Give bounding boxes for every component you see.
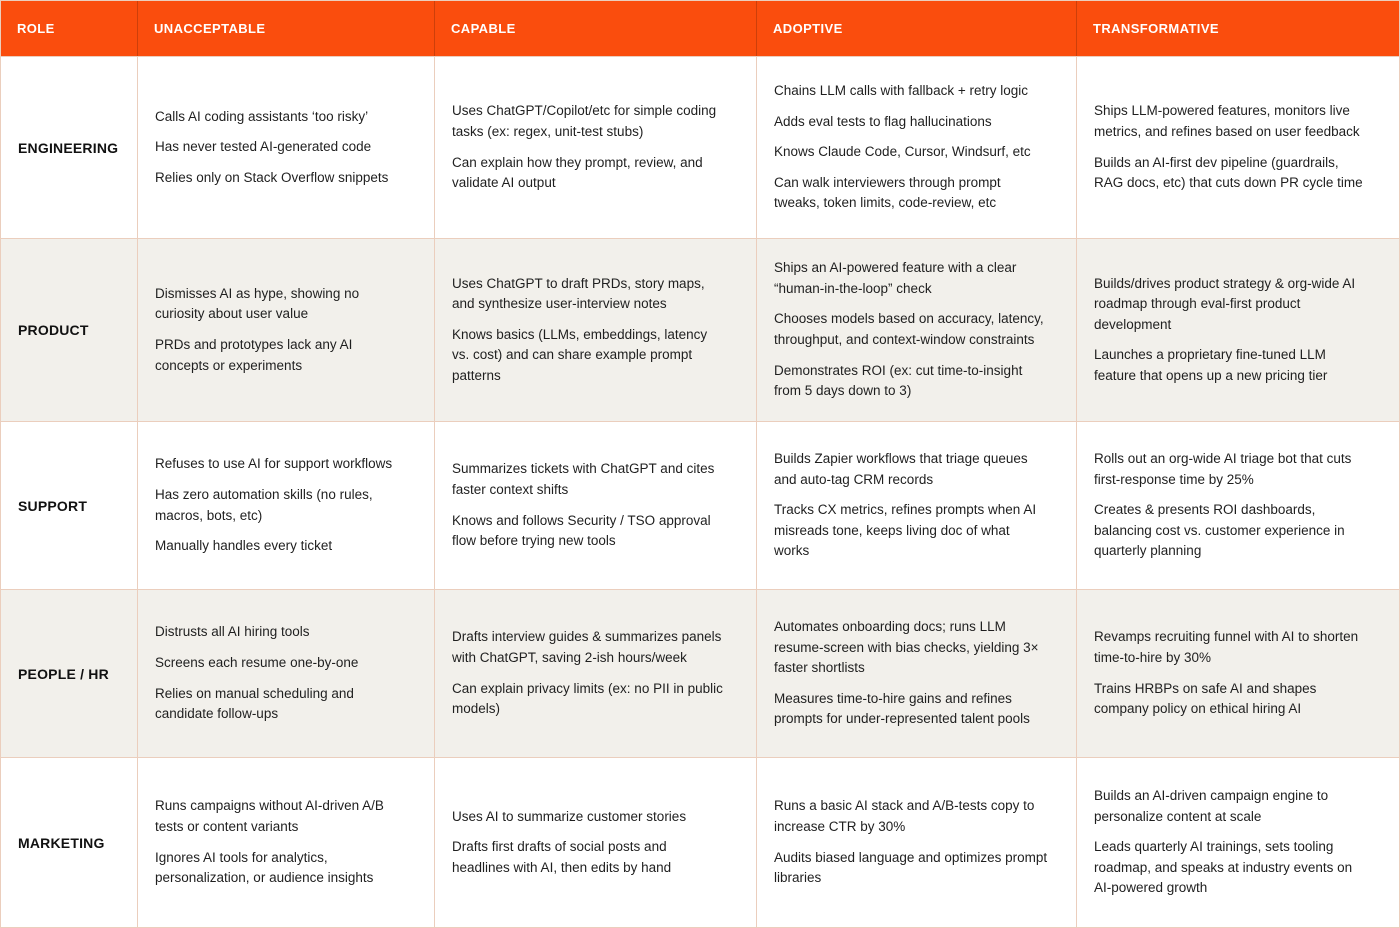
table-row-engineering: ENGINEERING Calls AI coding assistants ‘… <box>1 57 1399 239</box>
cell-paragraph: Calls AI coding assistants ‘too risky’ <box>155 108 369 124</box>
cell-paragraph: Knows Claude Code, Cursor, Windsurf, etc <box>774 144 1031 160</box>
cell-paragraph: Knows basics (LLMs, embeddings, latency … <box>452 326 708 383</box>
cell-engineering-unacceptable: Calls AI coding assistants ‘too risky’ Ha… <box>138 57 435 238</box>
table-row-product: PRODUCT Dismisses AI as hype, showing no… <box>1 239 1399 422</box>
cell-paragraph: Drafts first drafts of social posts and … <box>452 839 672 875</box>
cell-paragraph: Relies on manual scheduling and candidat… <box>155 685 354 722</box>
cell-paragraph: Uses ChatGPT to draft PRDs, story maps, … <box>452 275 705 312</box>
cell-paragraph: Demonstrates ROI (ex: cut time-to-insigh… <box>774 362 1023 399</box>
cell-paragraph: Builds an AI-first dev pipeline (guardra… <box>1094 154 1363 191</box>
cell-marketing-adoptive: Runs a basic AI stack and A/B-tests copy… <box>757 758 1077 927</box>
table-header-row: ROLE UNACCEPTABLE CAPABLE ADOPTIVE TRANS… <box>1 1 1399 57</box>
cell-paragraph: PRDs and prototypes lack any AI concepts… <box>155 337 353 373</box>
col-header-adoptive: ADOPTIVE <box>757 1 1077 56</box>
cell-marketing-capable: Uses AI to summarize customer stories Dra… <box>435 758 757 927</box>
cell-product-transformative: Builds/drives product strategy & org-wid… <box>1077 239 1399 421</box>
cell-paragraph: Has never tested AI-generated code <box>155 139 372 155</box>
role-label-product: PRODUCT <box>1 239 138 421</box>
cell-engineering-transformative: Ships LLM-powered features, monitors liv… <box>1077 57 1399 238</box>
cell-paragraph: Uses ChatGPT/Copilot/etc for simple codi… <box>452 103 717 139</box>
role-label-engineering: ENGINEERING <box>1 57 138 238</box>
cell-paragraph: Can explain how they prompt, review, and… <box>452 154 703 191</box>
cell-paragraph: Builds/drives product strategy & org-wid… <box>1094 275 1356 332</box>
cell-paragraph: Drafts interview guides & summarizes pan… <box>452 629 722 665</box>
cell-support-transformative: Rolls out an org-wide AI triage bot that… <box>1077 422 1399 589</box>
cell-paragraph: Uses AI to summarize customer stories <box>452 808 687 824</box>
cell-paragraph: Distrusts all AI hiring tools <box>155 624 310 640</box>
cell-engineering-adoptive: Chains LLM calls with fallback + retry l… <box>757 57 1077 238</box>
table-row-marketing: MARKETING Runs campaigns without AI-driv… <box>1 758 1399 927</box>
cell-paragraph: Rolls out an org-wide AI triage bot that… <box>1094 451 1352 487</box>
cell-paragraph: Dismisses AI as hype, showing no curiosi… <box>155 285 360 322</box>
role-label-support: SUPPORT <box>1 422 138 589</box>
cell-paragraph: Leads quarterly AI trainings, sets tooli… <box>1094 839 1353 896</box>
cell-paragraph: Runs a basic AI stack and A/B-tests copy… <box>774 798 1035 834</box>
cell-engineering-capable: Uses ChatGPT/Copilot/etc for simple codi… <box>435 57 757 238</box>
cell-paragraph: Ships an AI-powered feature with a clear… <box>774 260 1017 296</box>
cell-paragraph: Summarizes tickets with ChatGPT and cite… <box>452 461 715 497</box>
cell-paragraph: Screens each resume one-by-one <box>155 654 359 670</box>
cell-product-unacceptable: Dismisses AI as hype, showing no curiosi… <box>138 239 435 421</box>
cell-support-adoptive: Builds Zapier workflows that triage queu… <box>757 422 1077 589</box>
cell-marketing-transformative: Builds an AI-driven campaign engine to p… <box>1077 758 1399 927</box>
cell-paragraph: Adds eval tests to flag hallucinations <box>774 113 992 129</box>
cell-paragraph: Automates onboarding docs; runs LLM resu… <box>774 619 1039 676</box>
cell-paragraph: Builds an AI-driven campaign engine to p… <box>1094 788 1329 824</box>
cell-people-hr-unacceptable: Distrusts all AI hiring tools Screens eac… <box>138 590 435 757</box>
cell-paragraph: Creates & presents ROI dashboards, balan… <box>1094 502 1345 559</box>
role-label-marketing: MARKETING <box>1 758 138 927</box>
cell-people-hr-transformative: Revamps recruiting funnel with AI to sho… <box>1077 590 1399 757</box>
col-header-role: ROLE <box>1 1 138 56</box>
role-label-people-hr: PEOPLE / HR <box>1 590 138 757</box>
cell-paragraph: Relies only on Stack Overflow snippets <box>155 169 389 185</box>
col-header-unacceptable: UNACCEPTABLE <box>138 1 435 56</box>
cell-product-capable: Uses ChatGPT to draft PRDs, story maps, … <box>435 239 757 421</box>
cell-paragraph: Audits biased language and optimizes pro… <box>774 849 1048 886</box>
cell-paragraph: Can explain privacy limits (ex: no PII i… <box>452 680 723 717</box>
col-header-transformative: TRANSFORMATIVE <box>1093 21 1219 36</box>
cell-marketing-unacceptable: Runs campaigns without AI-driven A/B tes… <box>138 758 435 927</box>
cell-support-capable: Summarizes tickets with ChatGPT and cite… <box>435 422 757 589</box>
col-header-capable: CAPABLE <box>435 1 757 56</box>
cell-people-hr-adoptive: Automates onboarding docs; runs LLM resu… <box>757 590 1077 757</box>
cell-paragraph: Has zero automation skills (no rules, ma… <box>155 486 373 523</box>
cell-paragraph: Trains HRBPs on safe AI and shapes compa… <box>1094 680 1317 717</box>
cell-paragraph: Refuses to use AI for support workflows <box>155 456 393 472</box>
cell-paragraph: Ignores AI tools for analytics, personal… <box>155 849 374 886</box>
cell-paragraph: Can walk interviewers through prompt twe… <box>774 174 1001 211</box>
cell-paragraph: Measures time-to-hire gains and refines … <box>774 690 1030 727</box>
cell-paragraph: Chooses models based on accuracy, latenc… <box>774 311 1044 347</box>
cell-paragraph: Chains LLM calls with fallback + retry l… <box>774 83 1028 99</box>
table-row-people-hr: PEOPLE / HR Distrusts all AI hiring tool… <box>1 590 1399 758</box>
cell-people-hr-capable: Drafts interview guides & summarizes pan… <box>435 590 757 757</box>
table-row-support: SUPPORT Refuses to use AI for support wo… <box>1 422 1399 590</box>
cell-paragraph: Ships LLM-powered features, monitors liv… <box>1094 103 1360 139</box>
cell-paragraph: Builds Zapier workflows that triage queu… <box>774 451 1028 487</box>
cell-paragraph: Runs campaigns without AI-driven A/B tes… <box>155 798 384 834</box>
cell-paragraph: Launches a proprietary fine-tuned LLM fe… <box>1094 347 1328 383</box>
cell-product-adoptive: Ships an AI-powered feature with a clear… <box>757 239 1077 421</box>
cell-paragraph: Tracks CX metrics, refines prompts when … <box>774 502 1037 559</box>
cell-paragraph: Knows and follows Security / TSO approva… <box>452 512 711 549</box>
cell-support-unacceptable: Refuses to use AI for support workflows H… <box>138 422 435 589</box>
cell-paragraph: Revamps recruiting funnel with AI to sho… <box>1094 629 1359 665</box>
cell-paragraph: Manually handles every ticket <box>155 538 333 554</box>
